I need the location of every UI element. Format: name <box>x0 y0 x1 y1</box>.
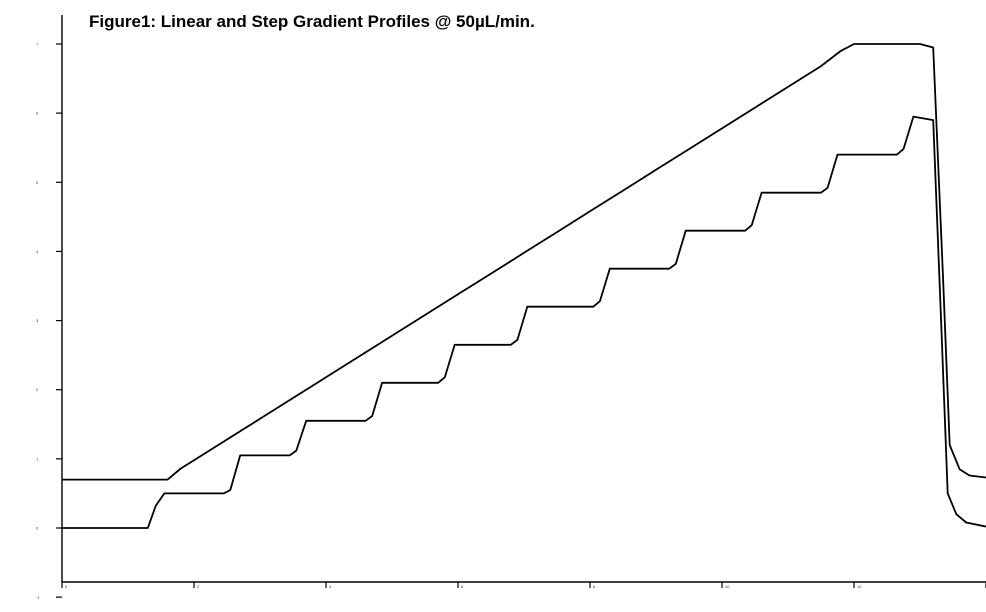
y-tick-label: 4 <box>36 249 39 254</box>
chart-title: Figure1: Linear and Step Gradient Profil… <box>89 12 535 31</box>
y-tick-label: 5 <box>36 180 39 185</box>
series-line-1 <box>62 43 986 481</box>
x-tick-label: 6 <box>461 584 464 589</box>
x-tick-label: 10 <box>725 584 730 589</box>
x-tick-label: 8 <box>593 584 596 589</box>
series-line-2 <box>62 115 986 529</box>
y-tick-label: 2 <box>36 387 39 392</box>
y-tick-label: 0 <box>36 526 39 531</box>
chart-axes: -10123456702468101214 <box>36 15 986 600</box>
x-tick-label: 12 <box>857 584 862 589</box>
x-tick-label: 4 <box>329 584 332 589</box>
x-tick-label: 2 <box>197 584 200 589</box>
y-tick-label: -1 <box>36 595 40 600</box>
chart-series-group <box>62 43 986 529</box>
y-tick-label: 7 <box>36 42 39 47</box>
x-tick-label: 0 <box>65 584 68 589</box>
y-tick-label: 1 <box>36 456 39 461</box>
y-tick-label: 6 <box>36 111 39 116</box>
y-tick-label: 3 <box>36 318 39 323</box>
